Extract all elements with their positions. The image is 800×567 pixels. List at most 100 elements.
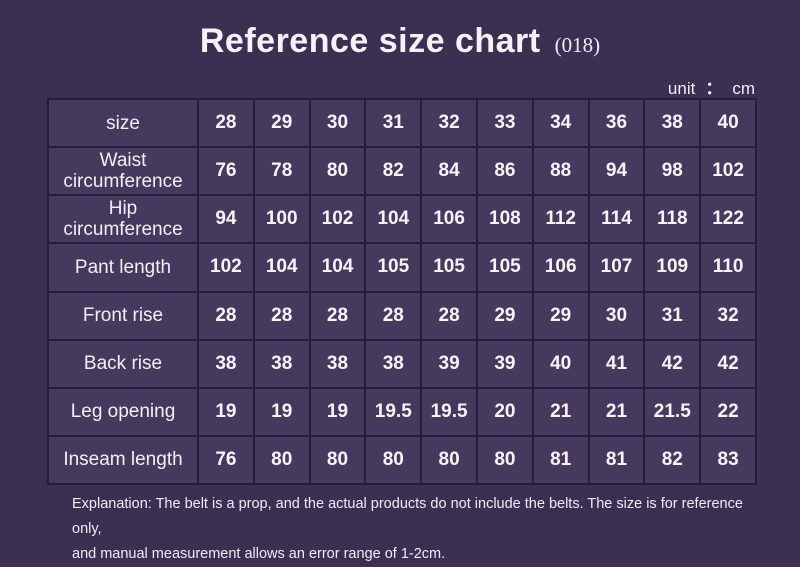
- value-cell: 122: [699, 194, 757, 245]
- value-cell: 20: [475, 386, 534, 437]
- value-cell: 34: [531, 97, 590, 149]
- row-label: Hip circumference: [47, 194, 199, 245]
- value-cell: 40: [531, 338, 590, 389]
- value-cell: 104: [364, 194, 423, 245]
- value-cell: 29: [252, 97, 311, 149]
- value-cell: 104: [308, 242, 367, 293]
- explanation-note: Explanation: The belt is a prop, and the…: [72, 492, 772, 567]
- value-cell: 104: [252, 242, 311, 293]
- size-table-body: size 28 29 30 31 32 33 34 36 38 40 Waist circumfere…: [47, 97, 757, 486]
- table-row: Inseam length 76 80 80 80 80 80 81 81 82 83: [47, 434, 757, 486]
- table-row: Waist circumference 76 78 80 82 84 86 88 94 98 102: [47, 146, 757, 197]
- title-style-code: (018): [554, 33, 601, 57]
- value-cell: 105: [420, 242, 478, 293]
- value-cell: 19: [252, 386, 311, 437]
- table-row: Hip circumference 94 100 102 104 106 108 112 114…: [47, 194, 757, 245]
- value-cell: 38: [643, 97, 702, 149]
- value-cell: 98: [643, 146, 702, 197]
- row-label: Back rise: [47, 338, 199, 389]
- value-cell: 76: [197, 434, 255, 486]
- value-cell: 80: [308, 146, 367, 197]
- value-cell: 39: [420, 338, 478, 389]
- value-cell: 83: [699, 434, 757, 486]
- value-cell: 22: [699, 386, 757, 437]
- value-cell: 41: [587, 338, 646, 389]
- value-cell: 108: [475, 194, 534, 245]
- value-cell: 102: [699, 146, 757, 197]
- row-label: Front rise: [47, 290, 199, 341]
- value-cell: 114: [587, 194, 646, 245]
- value-cell: 109: [643, 242, 702, 293]
- value-cell: 107: [587, 242, 646, 293]
- value-cell: 106: [531, 242, 590, 293]
- table-row: Front rise 28 28 28 28 28 29 29 30 31 32: [47, 290, 757, 341]
- value-cell: 29: [475, 290, 534, 341]
- value-cell: 112: [531, 194, 590, 245]
- value-cell: 105: [364, 242, 423, 293]
- value-cell: 88: [531, 146, 590, 197]
- unit-value: cm: [732, 79, 755, 98]
- value-cell: 28: [197, 97, 255, 149]
- row-label: Waist circumference: [47, 146, 199, 197]
- value-cell: 80: [308, 434, 367, 486]
- value-cell: 80: [420, 434, 478, 486]
- value-cell: 19: [308, 386, 367, 437]
- value-cell: 32: [420, 97, 478, 149]
- table-row: Leg opening 19 19 19 19.5 19.5 20 21 21 21.5 22: [47, 386, 757, 437]
- value-cell: 42: [643, 338, 702, 389]
- value-cell: 76: [197, 146, 255, 197]
- value-cell: 42: [699, 338, 757, 389]
- value-cell: 33: [475, 97, 534, 149]
- size-table: size 28 29 30 31 32 33 34 36 38 40 Waist circumfere…: [47, 97, 757, 486]
- value-cell: 80: [364, 434, 423, 486]
- value-cell: 102: [308, 194, 367, 245]
- unit-separator: ：: [705, 79, 723, 98]
- row-label: Inseam length: [47, 434, 199, 486]
- value-cell: 94: [197, 194, 255, 245]
- page-title: Reference size chart (018): [0, 22, 800, 61]
- explanation-line-1: Explanation: The belt is a prop, and the…: [72, 496, 743, 537]
- value-cell: 78: [252, 146, 311, 197]
- value-cell: 40: [699, 97, 757, 149]
- value-cell: 30: [308, 97, 367, 149]
- value-cell: 36: [587, 97, 646, 149]
- size-chart-page: Reference size chart (018) unit ： cm siz…: [0, 22, 800, 562]
- value-cell: 102: [197, 242, 255, 293]
- value-cell: 81: [531, 434, 590, 486]
- value-cell: 106: [420, 194, 478, 245]
- value-cell: 100: [252, 194, 311, 245]
- value-cell: 39: [475, 338, 534, 389]
- value-cell: 31: [364, 97, 423, 149]
- value-cell: 110: [699, 242, 757, 293]
- value-cell: 38: [197, 338, 255, 389]
- value-cell: 38: [364, 338, 423, 389]
- table-row: Back rise 38 38 38 38 39 39 40 41 42 42: [47, 338, 757, 389]
- value-cell: 38: [252, 338, 311, 389]
- value-cell: 31: [643, 290, 702, 341]
- value-cell: 21: [587, 386, 646, 437]
- value-cell: 32: [699, 290, 757, 341]
- value-cell: 84: [420, 146, 478, 197]
- value-cell: 19: [197, 386, 255, 437]
- value-cell: 19.5: [364, 386, 423, 437]
- value-cell: 21: [531, 386, 590, 437]
- value-cell: 21.5: [643, 386, 702, 437]
- value-cell: 30: [587, 290, 646, 341]
- row-label: Leg opening: [47, 386, 199, 437]
- value-cell: 29: [531, 290, 590, 341]
- value-cell: 105: [475, 242, 534, 293]
- value-cell: 82: [643, 434, 702, 486]
- title-text: Reference size chart: [199, 22, 541, 60]
- value-cell: 86: [475, 146, 534, 197]
- value-cell: 80: [252, 434, 311, 486]
- value-cell: 19.5: [420, 386, 478, 437]
- value-cell: 28: [252, 290, 311, 341]
- value-cell: 28: [197, 290, 255, 341]
- table-row: Pant length 102 104 104 105 105 105 106 107 109 11…: [47, 242, 757, 293]
- row-label: Pant length: [47, 242, 199, 293]
- value-cell: 38: [308, 338, 367, 389]
- value-cell: 28: [364, 290, 423, 341]
- value-cell: 81: [587, 434, 646, 486]
- value-cell: 28: [420, 290, 478, 341]
- value-cell: 82: [364, 146, 423, 197]
